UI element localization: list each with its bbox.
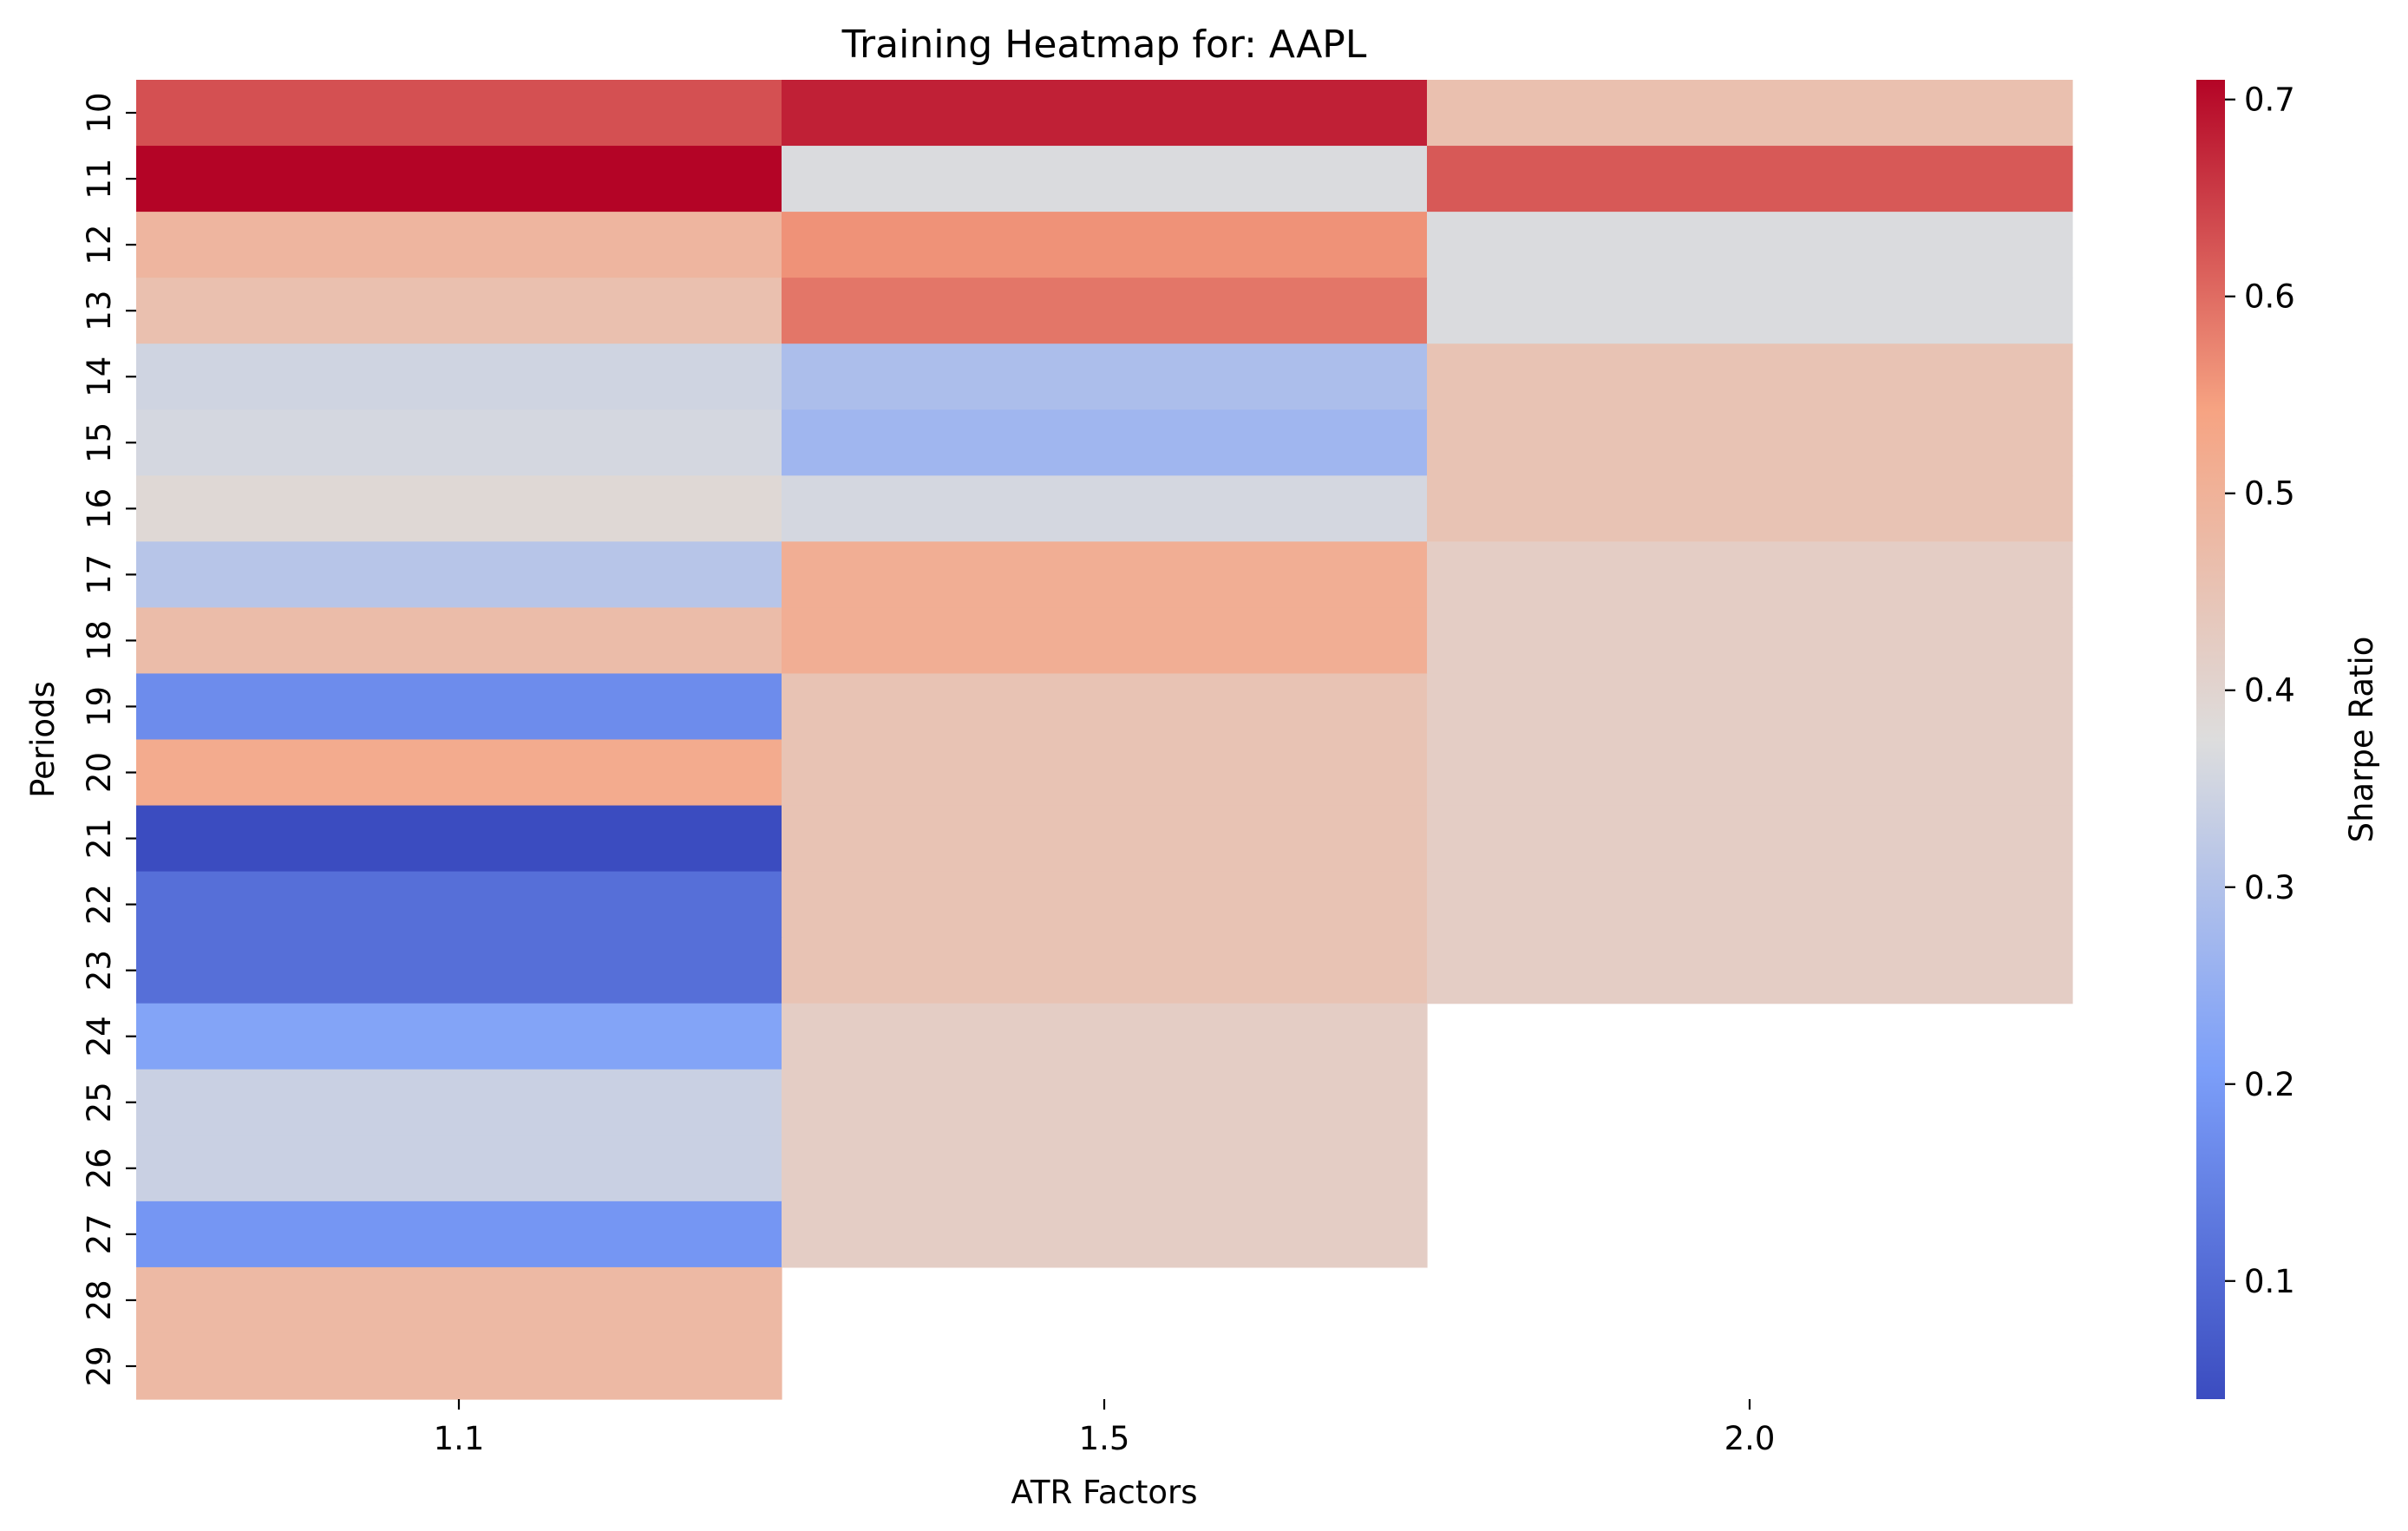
heatmap-cell xyxy=(136,541,782,608)
heatmap-cell xyxy=(136,937,782,1004)
heatmap-cell xyxy=(782,409,1428,476)
colorbar-tick-label: 0.5 xyxy=(2244,475,2295,513)
heatmap-cell xyxy=(782,739,1428,807)
colorbar-tick-label: 0.1 xyxy=(2244,1263,2295,1300)
colorbar-tick-label: 0.6 xyxy=(2244,278,2295,316)
y-tick-label: 24 xyxy=(81,1016,118,1057)
chart-title: Training Heatmap for: AAPL xyxy=(841,23,1367,67)
heatmap-cell xyxy=(1427,475,2073,542)
heatmap-cell xyxy=(136,1003,782,1070)
heatmap-cell xyxy=(782,1135,1428,1202)
heatmap-cell xyxy=(782,1201,1428,1268)
heatmap-cell xyxy=(136,673,782,741)
heatmap-cell xyxy=(1427,343,2073,410)
heatmap-cell xyxy=(782,673,1428,741)
heatmap-cell xyxy=(136,343,782,410)
y-tick-label: 19 xyxy=(81,686,118,727)
y-tick-label: 29 xyxy=(81,1345,118,1386)
heatmap-cell xyxy=(136,607,782,675)
y-tick-label: 26 xyxy=(81,1148,118,1188)
y-tick-label: 27 xyxy=(81,1214,118,1254)
heatmap-cell xyxy=(136,1135,782,1202)
heatmap-cell xyxy=(782,871,1428,939)
heatmap-cell xyxy=(782,278,1428,344)
x-tick-label: 2.0 xyxy=(1724,1420,1776,1457)
heatmap-cell xyxy=(782,343,1428,410)
y-tick-label: 12 xyxy=(81,225,118,265)
y-tick-label: 18 xyxy=(81,620,118,661)
heatmap-cell xyxy=(1427,278,2073,344)
x-axis-ticks: 1.1 1.5 2.0 xyxy=(434,1399,1776,1457)
y-tick-label: 22 xyxy=(81,884,118,925)
heatmap-cell xyxy=(136,1201,782,1268)
heatmap-cell xyxy=(1427,871,2073,939)
heatmap-cell xyxy=(136,1332,782,1400)
heatmap-cell xyxy=(1427,673,2073,741)
heatmap-cell xyxy=(136,871,782,939)
heatmap-cell xyxy=(1427,805,2073,873)
y-tick-label: 28 xyxy=(81,1279,118,1320)
colorbar-tick-label: 0.3 xyxy=(2244,869,2295,906)
heatmap-cell xyxy=(136,805,782,873)
y-tick-label: 20 xyxy=(81,752,118,793)
heatmap-cell xyxy=(782,805,1428,873)
y-axis-label: Periods xyxy=(24,681,62,798)
y-tick-label: 23 xyxy=(81,950,118,991)
colorbar-tick-label: 0.4 xyxy=(2244,672,2295,710)
colorbar-tick-label: 0.7 xyxy=(2244,82,2295,119)
heatmap-cell xyxy=(782,146,1428,213)
y-tick-label: 15 xyxy=(81,422,118,463)
heatmap-cell xyxy=(1427,409,2073,476)
heatmap-cell xyxy=(782,1003,1428,1070)
heatmap-cell xyxy=(1427,146,2073,213)
colorbar xyxy=(2196,80,2225,1399)
heatmap-cell xyxy=(1427,212,2073,278)
x-tick-label: 1.5 xyxy=(1079,1420,1130,1457)
y-tick-label: 25 xyxy=(81,1082,118,1122)
colorbar-label: Sharpe Ratio xyxy=(2343,637,2380,843)
y-axis-ticks: 10 11 12 13 14 15 16 17 18 19 20 21 22 23 24 25 26 27 28 29 xyxy=(81,92,136,1387)
heatmap-cell xyxy=(136,1266,782,1334)
colorbar-ticks: 0.1 0.2 0.3 0.4 0.5 0.6 0.7 xyxy=(2225,82,2295,1300)
heatmap-cell xyxy=(782,475,1428,542)
y-tick-label: 16 xyxy=(81,488,118,529)
heatmap-cell xyxy=(136,409,782,476)
y-tick-label: 10 xyxy=(81,92,118,133)
heatmap-cell xyxy=(1427,80,2073,147)
y-tick-label: 21 xyxy=(81,818,118,859)
heatmap-cell xyxy=(1427,937,2073,1004)
heatmap-cell xyxy=(1427,541,2073,608)
heatmap-cell xyxy=(782,937,1428,1004)
heatmap-cell xyxy=(782,541,1428,608)
heatmap-cell xyxy=(136,475,782,542)
heatmap-cell xyxy=(136,146,782,213)
heatmap-cell xyxy=(1427,607,2073,675)
x-axis-label: ATR Factors xyxy=(1011,1474,1197,1511)
y-tick-label: 11 xyxy=(81,159,118,200)
heatmap-cells xyxy=(136,80,2073,1400)
y-tick-label: 17 xyxy=(81,554,118,595)
heatmap-cell xyxy=(136,80,782,147)
heatmap-cell xyxy=(782,607,1428,675)
colorbar-tick-label: 0.2 xyxy=(2244,1066,2295,1103)
heatmap-cell xyxy=(136,212,782,278)
heatmap-cell xyxy=(782,212,1428,278)
heatmap-cell xyxy=(136,739,782,807)
x-tick-label: 1.1 xyxy=(434,1420,485,1457)
y-tick-label: 14 xyxy=(81,357,118,397)
heatmap-cell xyxy=(136,1069,782,1136)
heatmap-cell xyxy=(782,1069,1428,1136)
y-tick-label: 13 xyxy=(81,291,118,331)
heatmap-cell xyxy=(136,278,782,344)
heatmap-cell xyxy=(1427,739,2073,807)
heatmap-cell xyxy=(782,80,1428,147)
